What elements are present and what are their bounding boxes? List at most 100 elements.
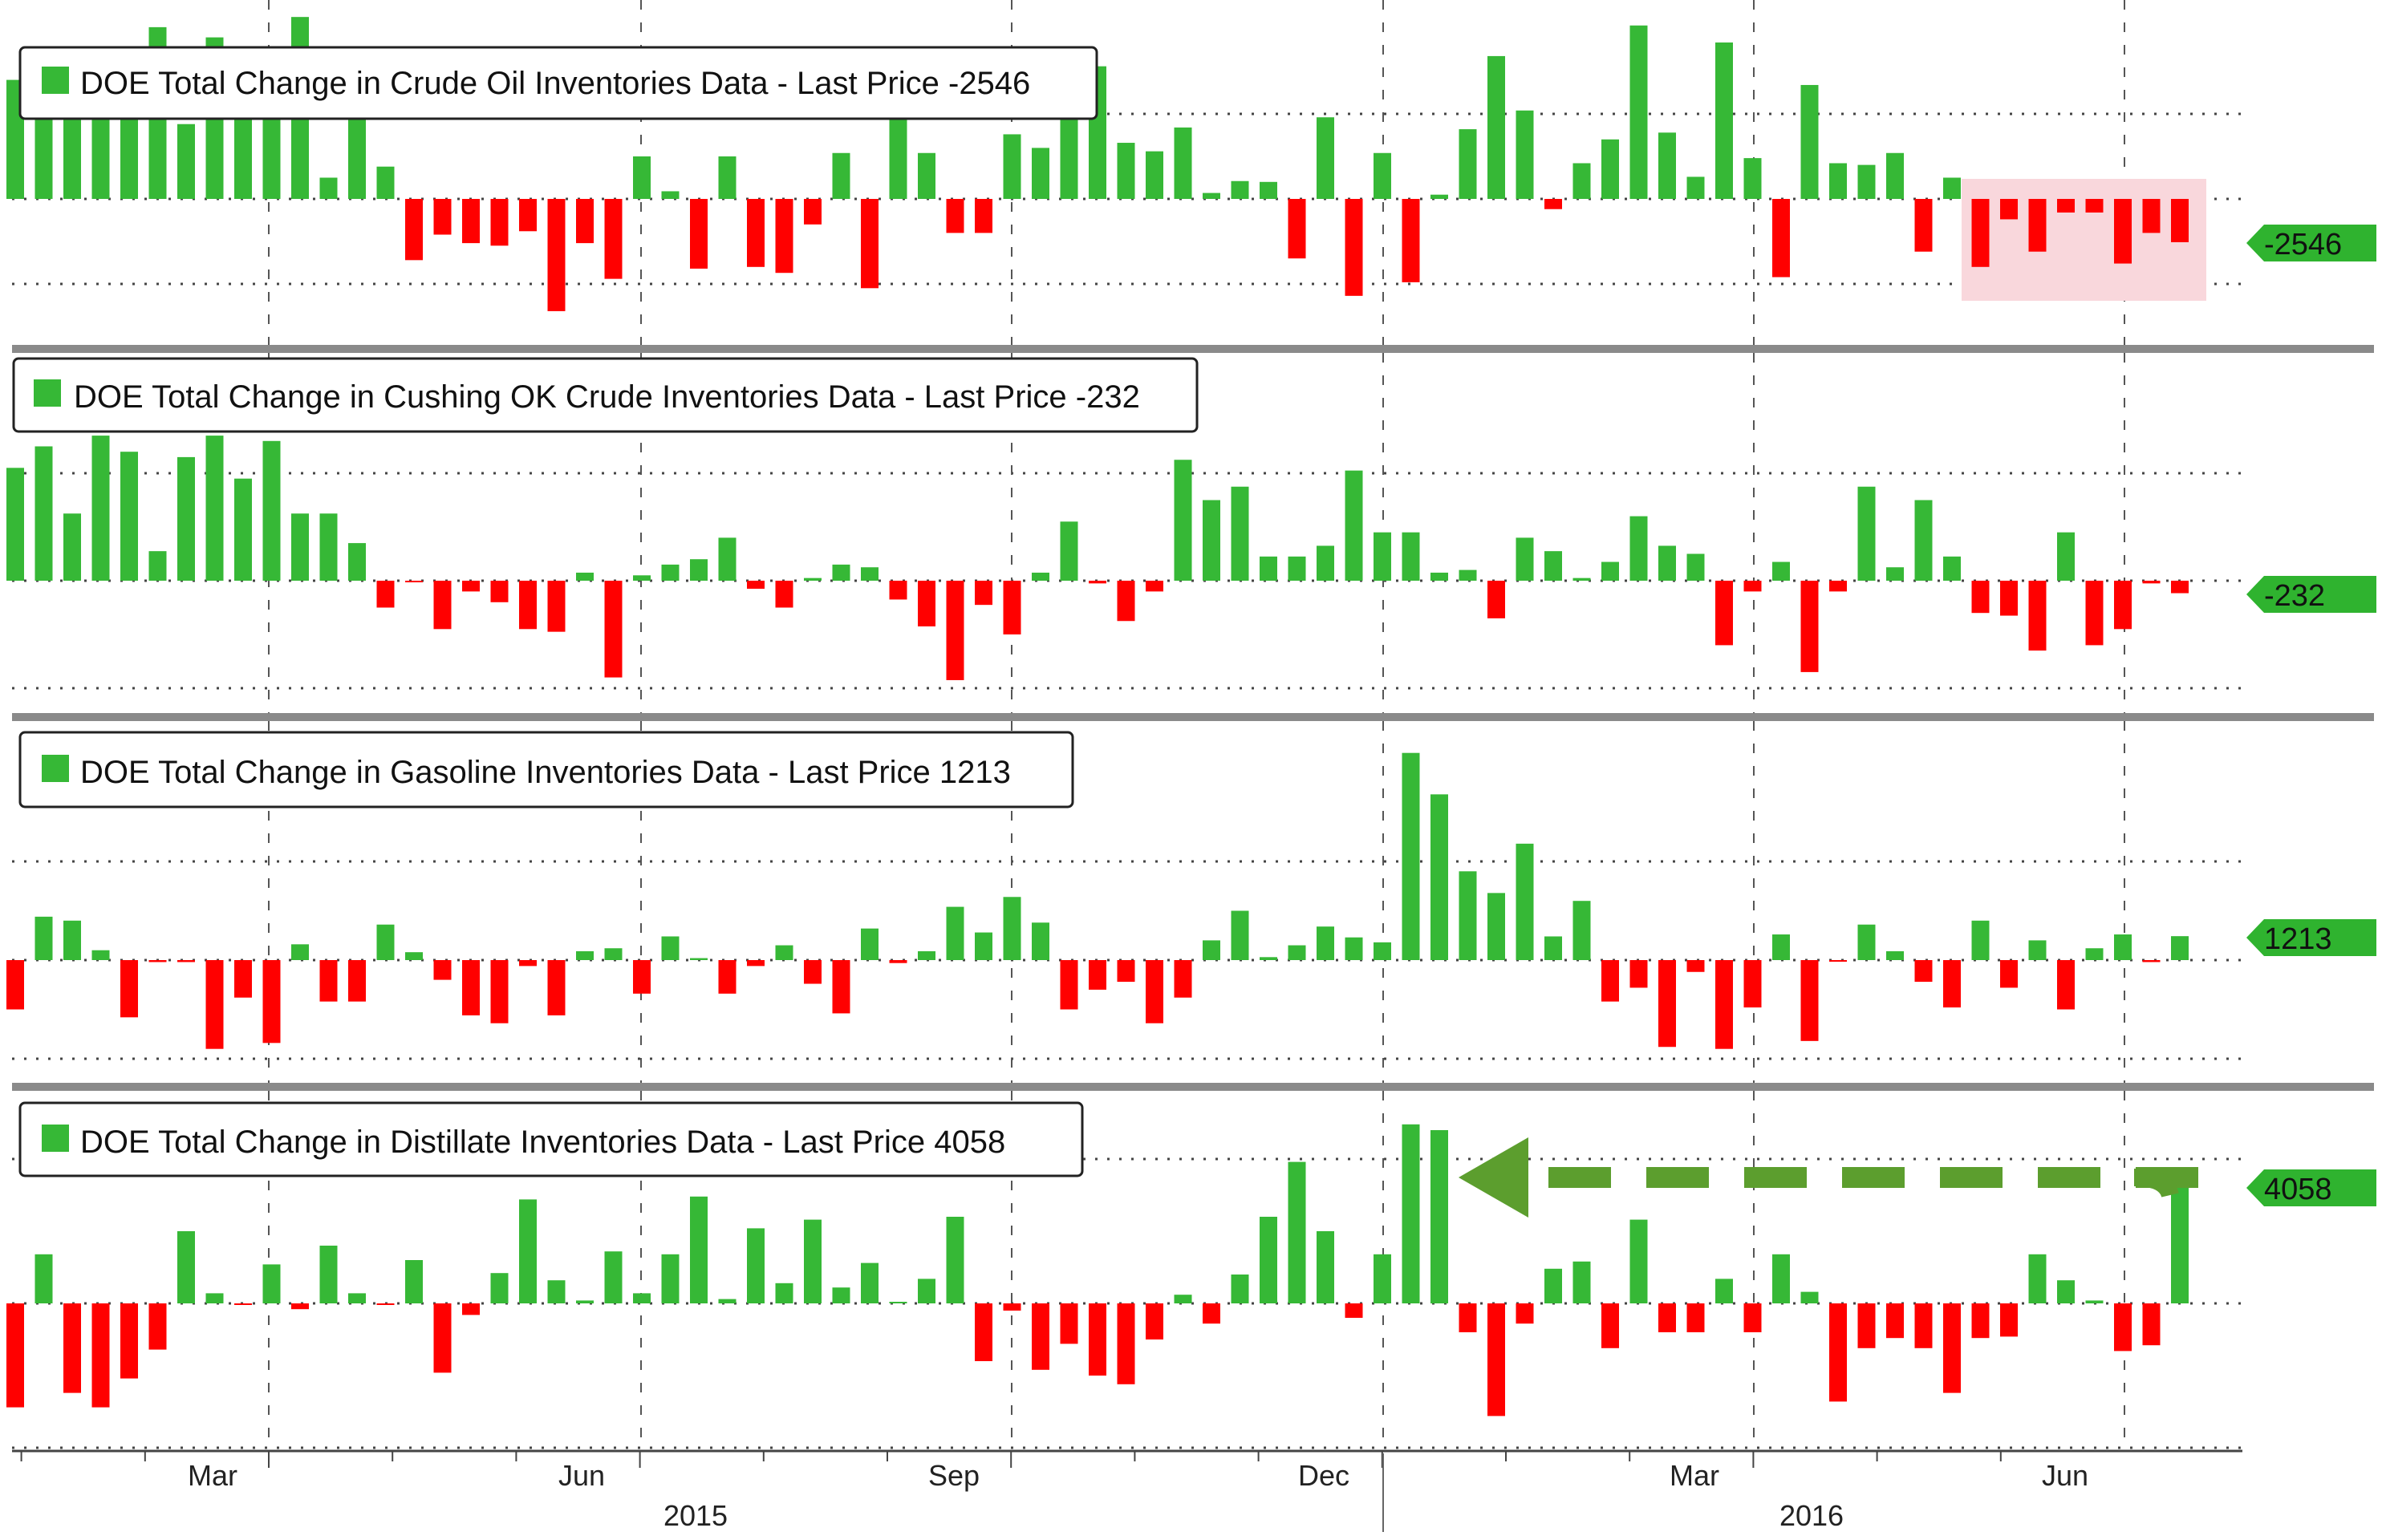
bar-negative [1174, 960, 1192, 998]
bar-positive [576, 1300, 594, 1303]
bar-positive [1231, 486, 1249, 581]
bar-positive [718, 156, 737, 199]
bar-negative [376, 581, 395, 608]
bar-positive [547, 1280, 566, 1303]
bar-negative [319, 960, 338, 1002]
bar-positive [177, 1231, 195, 1303]
bar-positive [1260, 1217, 1277, 1303]
bar-positive [1800, 1291, 1819, 1303]
bar-positive [604, 948, 623, 960]
bar-positive [1572, 163, 1591, 199]
bar-negative [1146, 960, 1163, 1023]
bar-positive [861, 1262, 879, 1303]
bar-positive [1886, 950, 1904, 960]
bar-negative [291, 1303, 309, 1310]
bar-positive [1203, 940, 1220, 960]
bar-negative [405, 199, 423, 261]
bar-negative [1117, 960, 1135, 983]
bar-positive [1459, 871, 1477, 960]
bar-positive [804, 1219, 822, 1303]
bar-negative [1146, 1303, 1163, 1339]
bar-positive [690, 1196, 708, 1303]
bar-negative [462, 581, 480, 592]
arrow-dash [2133, 1169, 2179, 1198]
legend-gasoline: DOE Total Change in Gasoline Inventories… [18, 731, 1074, 808]
bar-positive [1886, 152, 1904, 199]
bar-negative [1345, 199, 1363, 296]
recent-draws-highlight [1962, 179, 2206, 301]
bar-negative [1829, 1303, 1847, 1402]
bar-negative [234, 960, 252, 998]
bar-positive [1658, 545, 1676, 581]
bar-positive [376, 924, 395, 960]
last-value-label: -232 [2264, 579, 2325, 613]
bar-positive [120, 452, 138, 581]
bar-negative [262, 960, 281, 1044]
bar-negative [1288, 199, 1306, 259]
bar-positive [1715, 42, 1733, 200]
bar-positive [1772, 561, 1790, 581]
bar-negative [2085, 199, 2104, 213]
month-label: Mar [188, 1459, 237, 1492]
bar-negative [2142, 199, 2161, 233]
bar-negative [889, 960, 907, 963]
bar-positive [205, 436, 224, 581]
bar-positive [1288, 556, 1306, 581]
bar-positive [633, 1293, 651, 1303]
bar-positive [889, 119, 907, 199]
bar-negative [433, 581, 452, 630]
bar-positive [832, 152, 850, 199]
bar-negative [1914, 199, 1933, 252]
bar-positive [1231, 180, 1249, 199]
bar-negative [205, 960, 224, 1049]
bar-positive [604, 1251, 623, 1303]
month-label: Sep [928, 1459, 980, 1492]
panel-separator [12, 713, 2374, 721]
bar-negative [1601, 960, 1619, 1002]
bar-negative [6, 1303, 24, 1408]
bar-negative [576, 199, 594, 244]
bar-positive [91, 436, 110, 581]
bar-positive [775, 1283, 793, 1303]
bar-negative [1629, 960, 1648, 988]
bar-positive [633, 156, 651, 199]
bar-negative [604, 199, 623, 279]
bar-positive [1430, 194, 1448, 199]
bar-negative [918, 581, 935, 626]
bar-positive [1743, 158, 1762, 199]
bar-positive [1857, 924, 1876, 960]
bar-negative [2000, 960, 2018, 988]
bar-negative [775, 199, 793, 274]
bar-positive [1772, 1254, 1790, 1303]
bar-negative [177, 960, 195, 962]
bar-positive [1032, 572, 1049, 581]
year-label: 2016 [1779, 1499, 1844, 1532]
bar-positive [1430, 794, 1448, 960]
bar-negative [2142, 1303, 2161, 1346]
bar-negative [519, 581, 537, 630]
last-value-label: 1213 [2264, 922, 2332, 956]
bar-positive [1374, 152, 1391, 199]
bar-negative [747, 960, 765, 967]
bar-negative [148, 960, 167, 962]
bar-positive [1857, 486, 1876, 581]
bar-positive [946, 906, 964, 960]
bar-positive [1516, 537, 1534, 581]
bar-positive [747, 1228, 765, 1303]
bar-negative [519, 199, 537, 232]
dashed-arrow-annotation [1459, 1137, 2198, 1218]
bar-negative [1743, 581, 1762, 592]
bar-positive [1430, 1130, 1448, 1303]
bar-positive [1317, 1231, 1334, 1303]
bar-positive [319, 1246, 338, 1303]
bar-positive [34, 446, 53, 581]
bar-negative [975, 199, 992, 233]
arrow-head-icon [1459, 1137, 1528, 1218]
bar-positive [633, 575, 651, 581]
bar-positive [1572, 1261, 1591, 1303]
bar-negative [1914, 960, 1933, 983]
bar-positive [1629, 1219, 1648, 1303]
bar-positive [918, 950, 935, 960]
last-value-label: 4058 [2264, 1173, 2332, 1206]
bar-negative [2142, 960, 2161, 962]
